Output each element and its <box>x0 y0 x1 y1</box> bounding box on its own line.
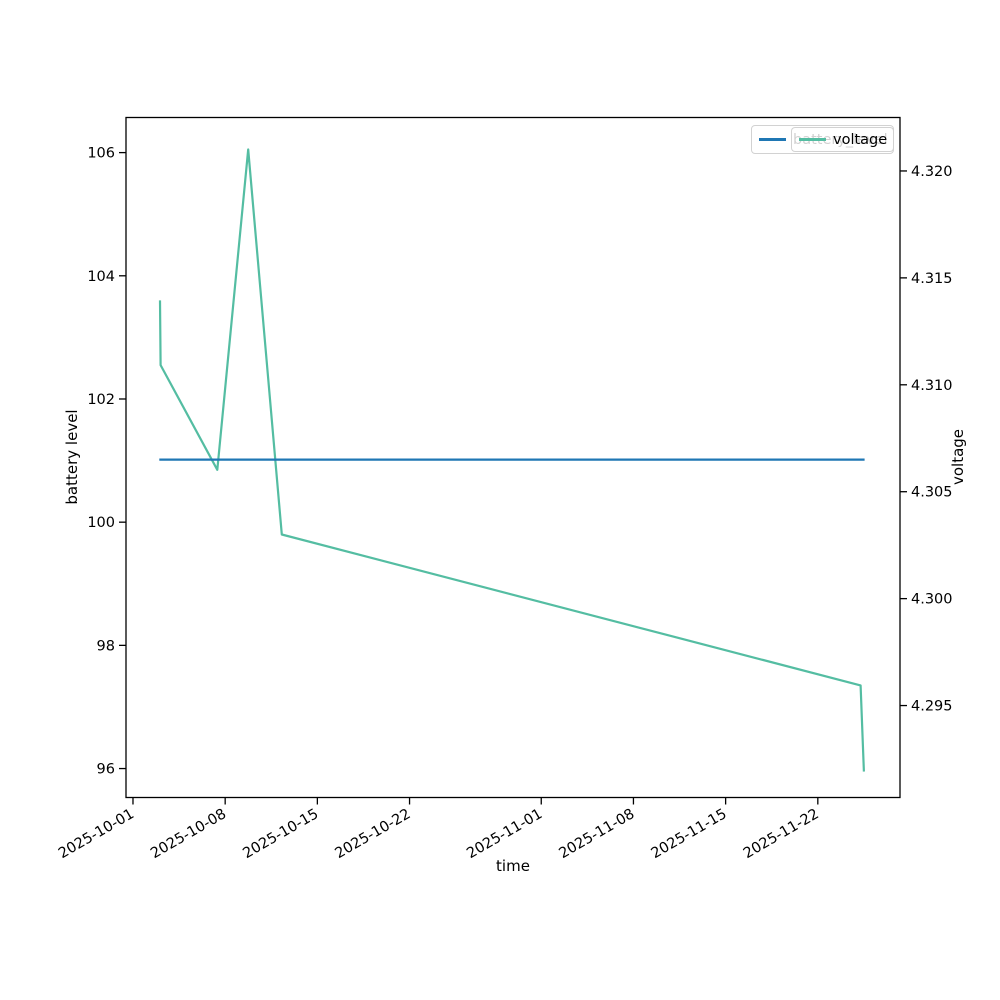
x-axis-label: time <box>496 857 530 875</box>
y-left-tick-label: 100 <box>87 515 115 531</box>
y-right-tick-label: 4.295 <box>911 699 953 715</box>
x-tick-label: 2025-11-15 <box>649 806 730 862</box>
y-left-tick-label: 104 <box>87 269 115 285</box>
battery-level-legend-line-icon <box>759 138 786 141</box>
x-tick-label: 2025-10-15 <box>240 806 321 862</box>
y-left-axis-label: battery level <box>63 409 81 504</box>
y-left-tick-label: 98 <box>97 638 115 654</box>
y-left-tick-label: 96 <box>97 762 115 778</box>
axes-and-series: 106 104 102 100 98 96 4.320 4.315 4.310 4.305 4.30… <box>56 116 953 862</box>
voltage-legend-line-icon <box>799 138 826 141</box>
battery_level-line <box>158 148 865 772</box>
y-left-tick-label: 102 <box>87 392 115 408</box>
y-right-tick-label: 4.300 <box>911 592 953 608</box>
x-tick-label: 2025-10-01 <box>56 806 137 862</box>
legend-label-voltage: voltage <box>833 131 888 148</box>
x-tick-label: 2025-11-22 <box>741 806 822 862</box>
x-tick-label: 2025-11-01 <box>464 806 545 862</box>
y-right-tick-label: 4.305 <box>911 485 953 501</box>
x-tick-label: 2025-10-08 <box>148 806 229 862</box>
y-right-axis-label: voltage <box>949 429 967 485</box>
x-tick-label: 2025-11-08 <box>556 806 637 862</box>
y-right-tick-label: 4.320 <box>911 164 953 180</box>
axes-spines <box>125 116 901 799</box>
legend-voltage: voltage <box>791 127 894 152</box>
y-right-tick-label: 4.310 <box>911 378 953 394</box>
x-tick-label: 2025-10-22 <box>333 806 414 862</box>
y-left-tick-label: 106 <box>87 146 115 162</box>
y-right-tick-label: 4.315 <box>911 271 953 287</box>
